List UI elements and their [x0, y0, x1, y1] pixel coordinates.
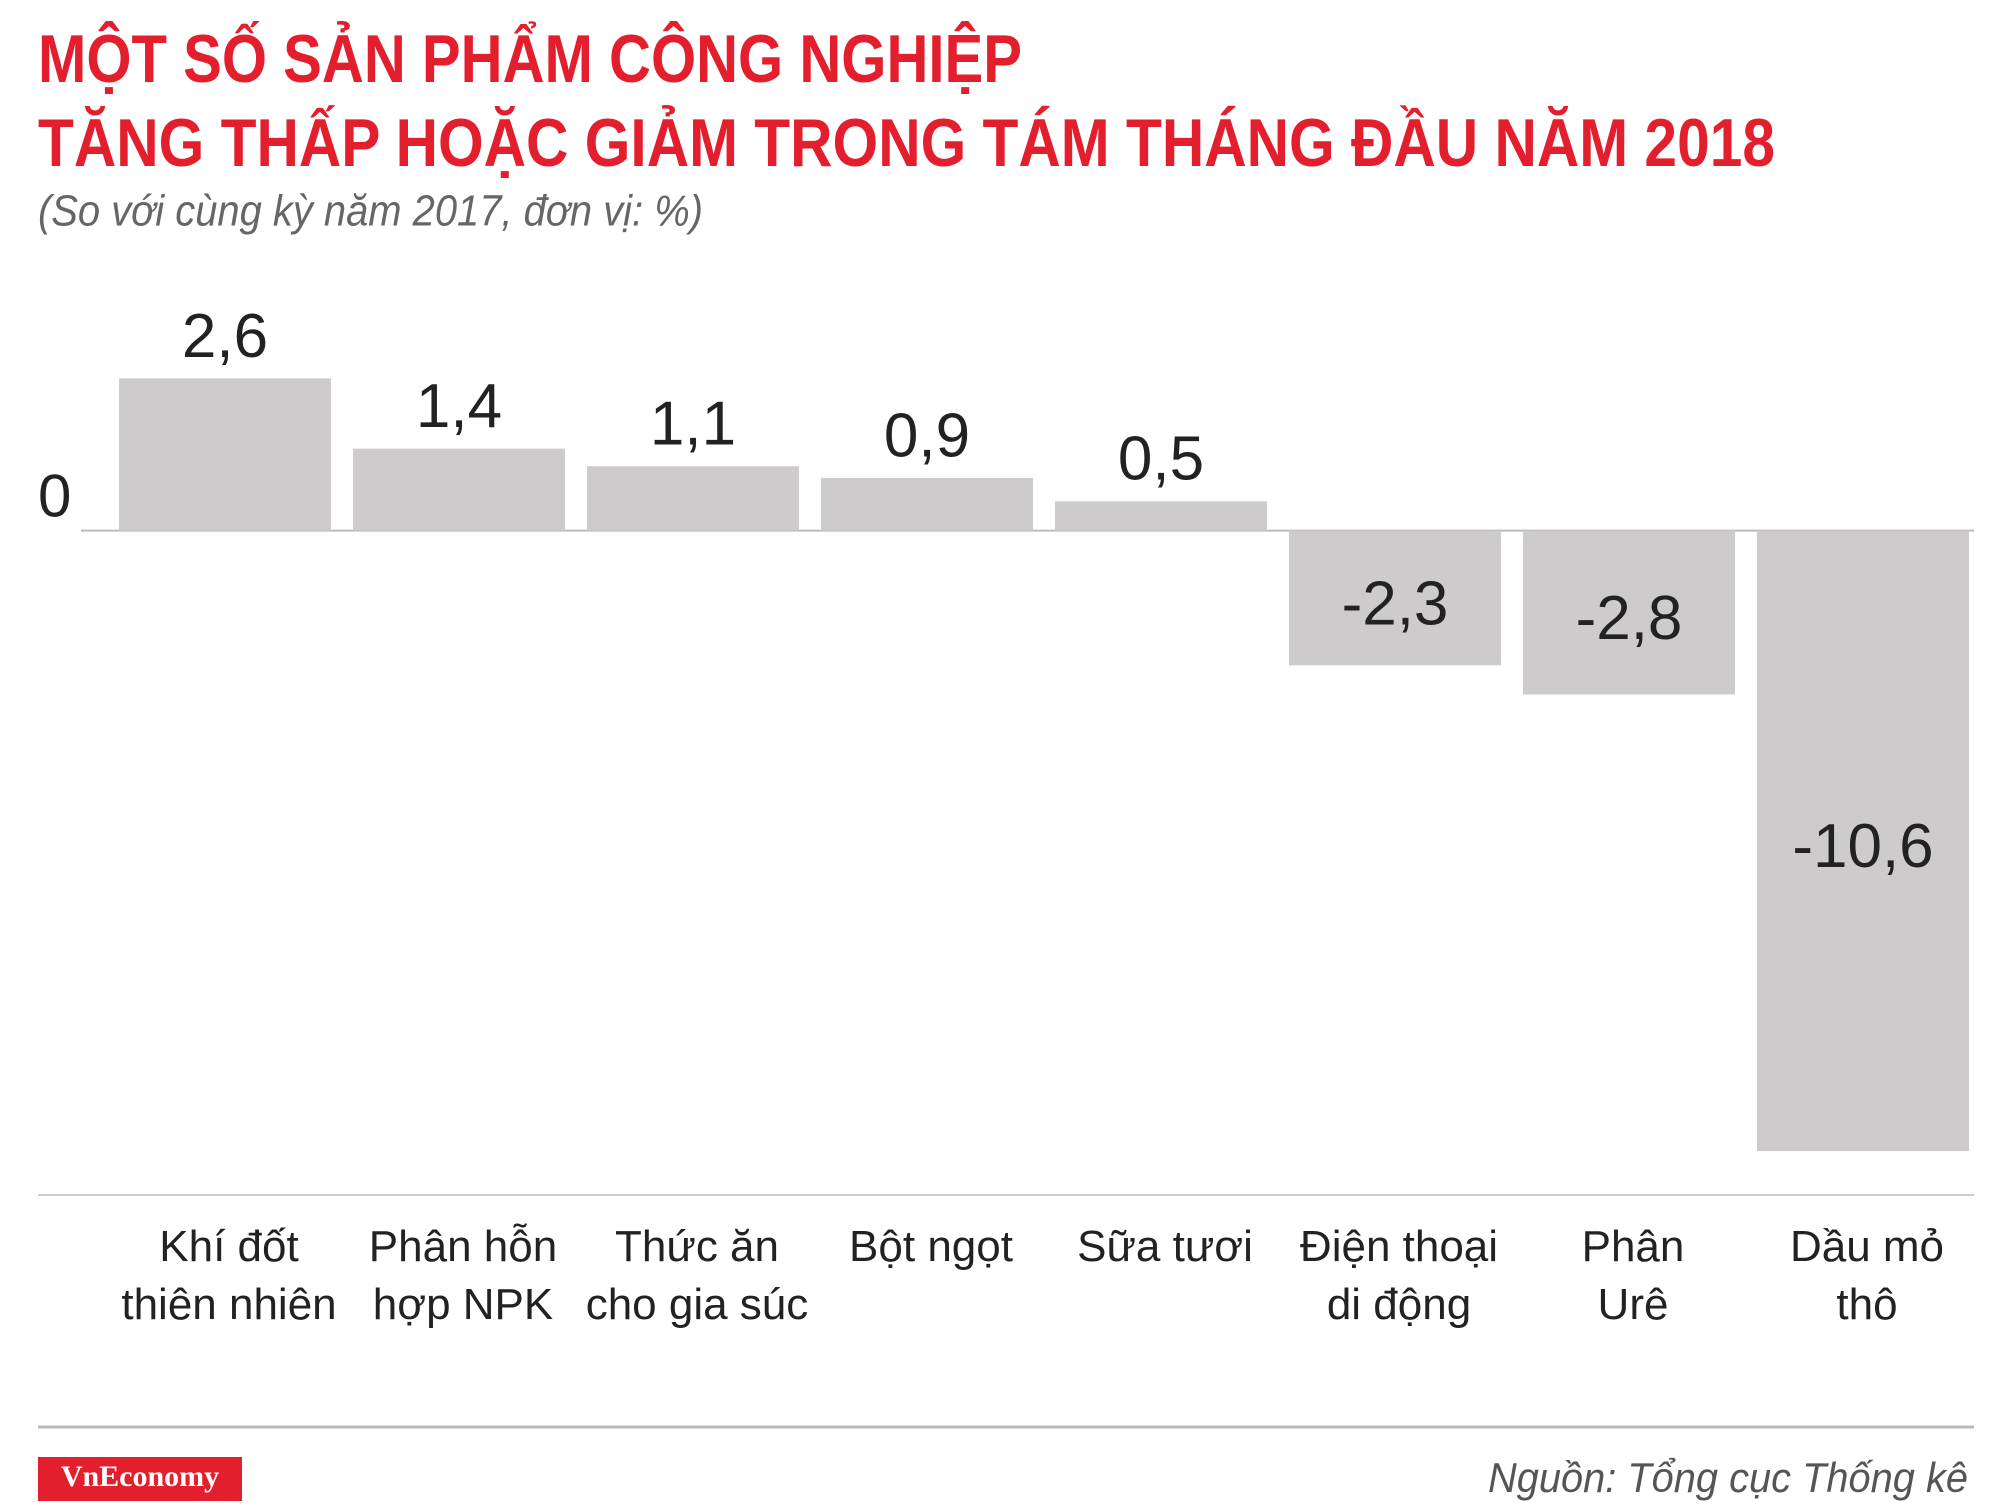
value-label: -2,8	[1576, 584, 1683, 653]
bar	[1055, 501, 1267, 531]
logo: VnEconomy	[61, 1460, 219, 1493]
bar	[1523, 530, 1735, 695]
chart-subtitle: (So với cùng kỳ năm 2017, đơn vị: %)	[38, 187, 703, 236]
y-tick-label: 0	[38, 462, 71, 529]
bar	[353, 448, 565, 531]
x-tick-label: Điện thoại di động	[1299, 1222, 1499, 1329]
value-label: 2,6	[182, 302, 268, 371]
chart-title: TĂNG THẤP HOẶC GIẢM TRONG TÁM THÁNG ĐẦU …	[38, 104, 1775, 181]
x-tick-label: Thức ăn cho gia súc	[585, 1222, 809, 1329]
value-label: 0,5	[1118, 425, 1204, 494]
value-label: 1,4	[416, 372, 502, 441]
value-label: 1,1	[650, 390, 736, 459]
x-tick-label: Khí đốt thiên nhiên	[121, 1222, 337, 1329]
x-tick-label: Bột ngọt	[849, 1222, 1013, 1271]
logo-box	[38, 1457, 242, 1501]
value-label: -10,6	[1792, 812, 1933, 881]
bar	[821, 477, 1033, 531]
x-tick-label: Phân Urê	[1581, 1222, 1685, 1329]
value-label: 0,9	[884, 401, 970, 470]
bar	[1757, 530, 1969, 1152]
x-tick-label: Phân hỗn hợp NPK	[368, 1222, 558, 1329]
bar	[119, 378, 331, 531]
bar	[1289, 530, 1501, 666]
x-tick-label: Dầu mỏ thô	[1789, 1222, 1945, 1329]
chart-title: MỘT SỐ SẢN PHẨM CÔNG NGHIỆP	[38, 20, 1022, 97]
source: Nguồn: Tổng cục Thống kê	[1488, 1454, 1968, 1501]
x-tick-label: Sữa tươi	[1077, 1222, 1253, 1271]
bar	[587, 466, 799, 531]
value-label: -2,3	[1342, 569, 1449, 638]
